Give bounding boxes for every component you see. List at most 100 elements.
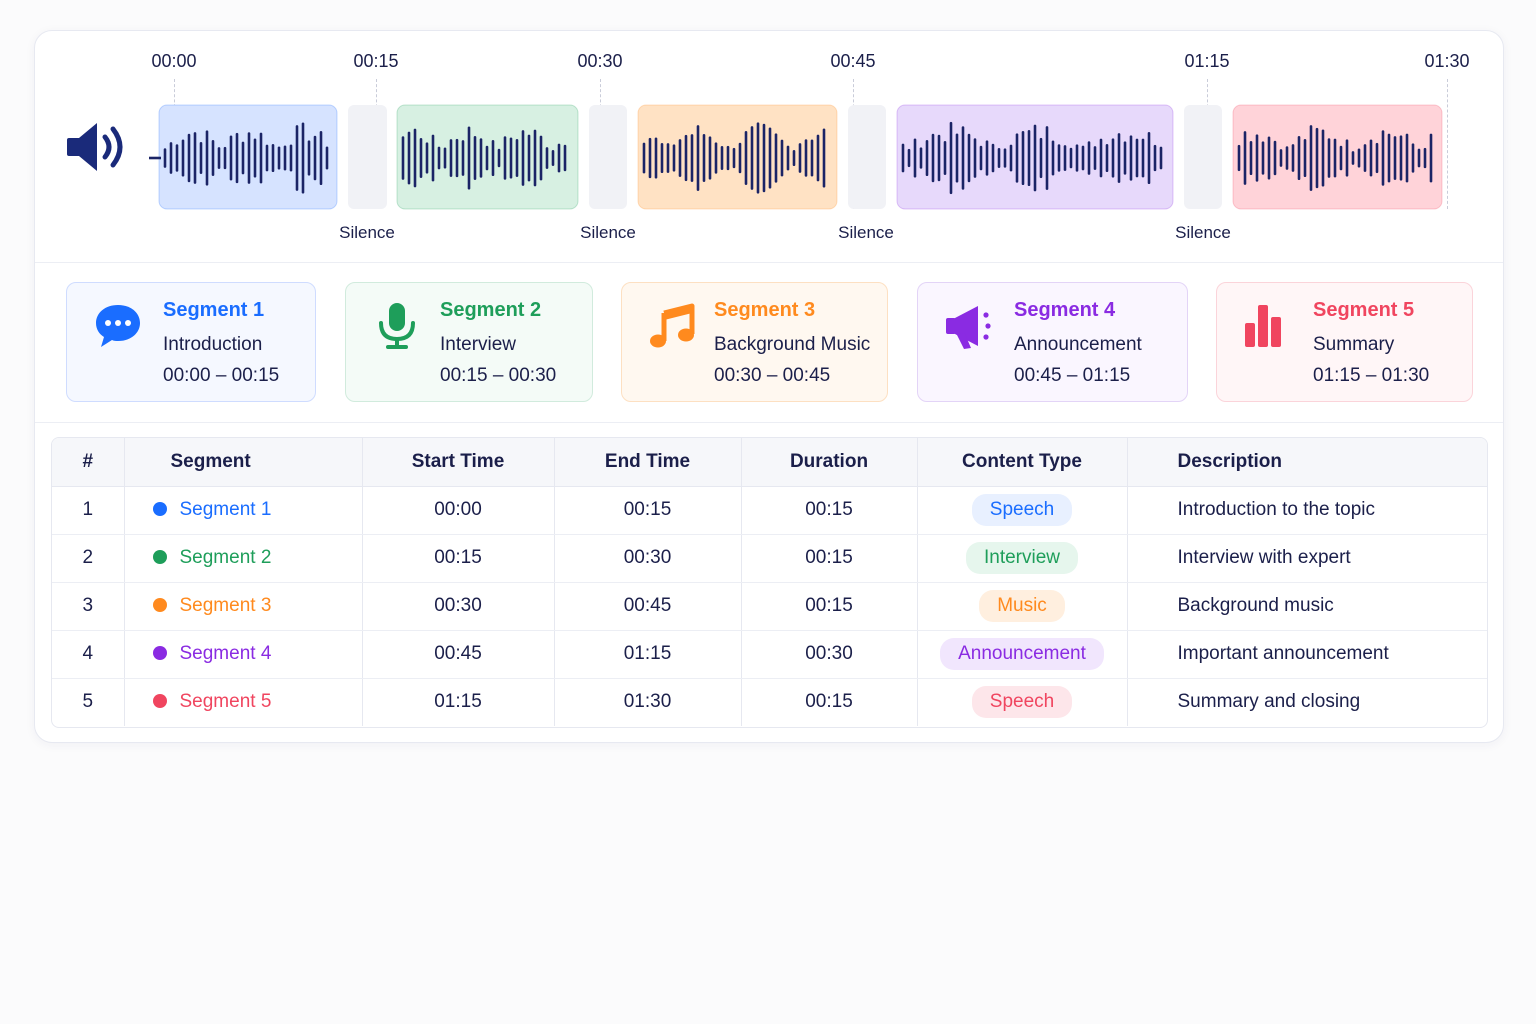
segment-card-subtitle: Background Music bbox=[714, 334, 871, 355]
segment-card-range: 00:30 – 00:45 bbox=[714, 365, 831, 386]
segment-card-title: Segment 4 bbox=[1014, 299, 1116, 321]
row-end-time: 00:30 bbox=[554, 534, 742, 583]
microphone-icon bbox=[379, 303, 415, 349]
segment-color-dot bbox=[152, 550, 167, 564]
segments-table: # Segment Start Time End Time Duration C… bbox=[51, 437, 1488, 728]
segment-card-4[interactable]: Segment 4 Announcement 00:45 – 01:15 bbox=[917, 282, 1188, 402]
column-header-start-time[interactable]: Start Time bbox=[362, 438, 555, 487]
row-start-time: 01:15 bbox=[362, 678, 555, 726]
megaphone-icon bbox=[946, 306, 991, 349]
segment-region-5[interactable] bbox=[1232, 104, 1443, 210]
column-header-content-type[interactable]: Content Type bbox=[917, 438, 1128, 487]
row-segment[interactable]: Segment 1 bbox=[124, 486, 363, 535]
waveform-bars bbox=[901, 121, 1163, 195]
segment-card-5[interactable]: Segment 5 Summary 01:15 – 01:30 bbox=[1216, 282, 1473, 402]
row-duration: 00:15 bbox=[741, 486, 918, 535]
row-number: 4 bbox=[52, 630, 125, 679]
row-content-type: Interview bbox=[917, 534, 1128, 583]
row-end-time: 00:45 bbox=[554, 582, 742, 631]
segment-color-dot bbox=[152, 694, 167, 709]
column-header-duration[interactable]: Duration bbox=[741, 438, 918, 487]
row-segment[interactable]: Segment 2 bbox=[124, 534, 363, 583]
segment-link[interactable]: Segment 4 bbox=[179, 643, 272, 664]
segment-card-subtitle: Summary bbox=[1313, 334, 1395, 355]
row-start-time: 00:45 bbox=[362, 630, 555, 679]
row-content-type: Speech bbox=[917, 678, 1128, 726]
table-row[interactable]: 3 Segment 3 00:30 00:45 00:15 Music Back… bbox=[52, 582, 1487, 631]
content-type-badge: Announcement bbox=[940, 638, 1104, 670]
silence-region[interactable] bbox=[848, 105, 886, 209]
time-tick: 00:45 bbox=[830, 51, 876, 71]
table-row[interactable]: 4 Segment 4 00:45 01:15 00:30 Announceme… bbox=[52, 630, 1487, 679]
segment-card-title: Segment 5 bbox=[1313, 299, 1415, 321]
column-header-segment[interactable]: Segment bbox=[124, 438, 363, 487]
column-header-description[interactable]: Description bbox=[1127, 438, 1487, 487]
row-number: 5 bbox=[52, 678, 125, 726]
row-content-type: Speech bbox=[917, 486, 1128, 535]
row-content-type: Announcement bbox=[917, 630, 1128, 679]
waveform-bars bbox=[401, 126, 567, 190]
table-header-row: # Segment Start Time End Time Duration C… bbox=[52, 438, 1487, 487]
row-description: Introduction to the topic bbox=[1127, 486, 1487, 535]
segment-color-dot bbox=[152, 502, 167, 516]
silence-label: Silence bbox=[1175, 223, 1231, 242]
content-type-badge: Music bbox=[979, 590, 1065, 622]
segment-card-1[interactable]: Segment 1 Introduction 00:00 – 00:15 bbox=[66, 282, 316, 402]
silence-region[interactable] bbox=[589, 105, 627, 209]
segment-card-subtitle: Introduction bbox=[163, 334, 263, 355]
segment-color-dot bbox=[152, 598, 167, 612]
waveform-bars bbox=[642, 122, 826, 194]
waveform-bars bbox=[1237, 125, 1433, 191]
row-segment[interactable]: Segment 4 bbox=[124, 630, 363, 679]
audio-segmentation-panel: 00:00 00:15 00:30 00:45 01:15 01:30 Sile… bbox=[34, 30, 1504, 743]
row-duration: 00:15 bbox=[741, 678, 918, 726]
silence-label: Silence bbox=[339, 223, 395, 242]
row-content-type: Music bbox=[917, 582, 1128, 631]
speaker-icon[interactable] bbox=[65, 119, 129, 175]
row-description: Interview with expert bbox=[1127, 534, 1487, 583]
row-segment[interactable]: Segment 5 bbox=[124, 678, 363, 726]
row-segment[interactable]: Segment 3 bbox=[124, 582, 363, 631]
row-number: 2 bbox=[52, 534, 125, 583]
row-duration: 00:15 bbox=[741, 582, 918, 631]
segment-color-dot bbox=[152, 646, 167, 660]
time-tick: 00:00 bbox=[151, 51, 197, 71]
segment-card-3[interactable]: Segment 3 Background Music 00:30 – 00:45 bbox=[621, 282, 888, 402]
segment-cards: Segment 1 Introduction 00:00 – 00:15 Seg… bbox=[35, 262, 1503, 423]
time-tick: 00:30 bbox=[577, 51, 623, 71]
segment-link[interactable]: Segment 5 bbox=[179, 691, 272, 713]
segment-card-title: Segment 1 bbox=[163, 299, 265, 321]
segment-link[interactable]: Segment 1 bbox=[179, 499, 272, 520]
column-header-number[interactable]: # bbox=[52, 438, 125, 487]
segment-card-title: Segment 3 bbox=[714, 299, 816, 321]
table-row[interactable]: 1 Segment 1 00:00 00:15 00:15 Speech Int… bbox=[52, 486, 1487, 535]
segment-card-title: Segment 2 bbox=[440, 299, 542, 321]
row-number: 3 bbox=[52, 582, 125, 631]
row-duration: 00:15 bbox=[741, 534, 918, 583]
table-row[interactable]: 5 Segment 5 01:15 01:30 00:15 Speech Sum… bbox=[52, 678, 1487, 726]
segment-card-2[interactable]: Segment 2 Interview 00:15 – 00:30 bbox=[345, 282, 593, 402]
row-description: Summary and closing bbox=[1177, 691, 1361, 713]
row-number: 1 bbox=[52, 486, 125, 535]
row-duration: 00:30 bbox=[741, 630, 918, 679]
time-tick: 01:15 bbox=[1184, 51, 1230, 71]
row-start-time: 00:30 bbox=[362, 582, 555, 631]
waveform-graphic bbox=[149, 104, 1443, 210]
row-end-time: 01:30 bbox=[554, 678, 742, 726]
waveform-bars bbox=[163, 122, 329, 194]
table-row[interactable]: 2 Segment 2 00:15 00:30 00:15 Interview … bbox=[52, 534, 1487, 583]
segment-link[interactable]: Segment 3 bbox=[179, 595, 272, 616]
segment-card-range: 00:15 – 00:30 bbox=[440, 365, 557, 386]
silence-region[interactable] bbox=[348, 105, 387, 209]
segment-card-subtitle: Interview bbox=[440, 334, 517, 355]
segment-link[interactable]: Segment 2 bbox=[179, 547, 272, 568]
content-type-badge: Interview bbox=[965, 542, 1079, 574]
row-description: Important announcement bbox=[1127, 630, 1487, 679]
time-tick: 01:30 bbox=[1424, 51, 1470, 71]
waveform-timeline: 00:00 00:15 00:30 00:45 01:15 01:30 Sile… bbox=[35, 31, 1503, 263]
content-type-badge: Speech bbox=[971, 494, 1073, 526]
silence-region[interactable] bbox=[1184, 105, 1222, 209]
segment-region-3[interactable] bbox=[637, 104, 838, 210]
row-end-time: 01:15 bbox=[554, 630, 742, 679]
column-header-end-time[interactable]: End Time bbox=[554, 438, 742, 487]
